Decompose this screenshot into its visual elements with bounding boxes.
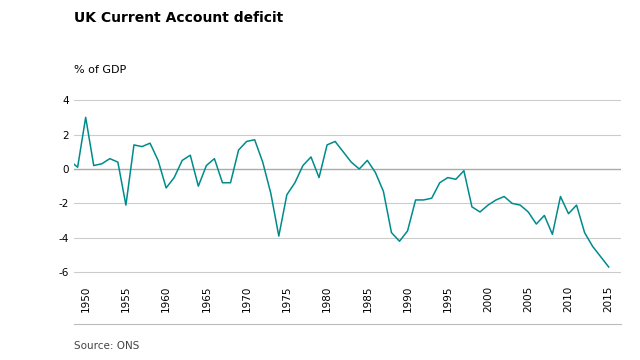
- Text: UK Current Account deficit: UK Current Account deficit: [74, 11, 283, 25]
- Text: % of GDP: % of GDP: [74, 65, 126, 75]
- Text: Source: ONS: Source: ONS: [74, 341, 139, 351]
